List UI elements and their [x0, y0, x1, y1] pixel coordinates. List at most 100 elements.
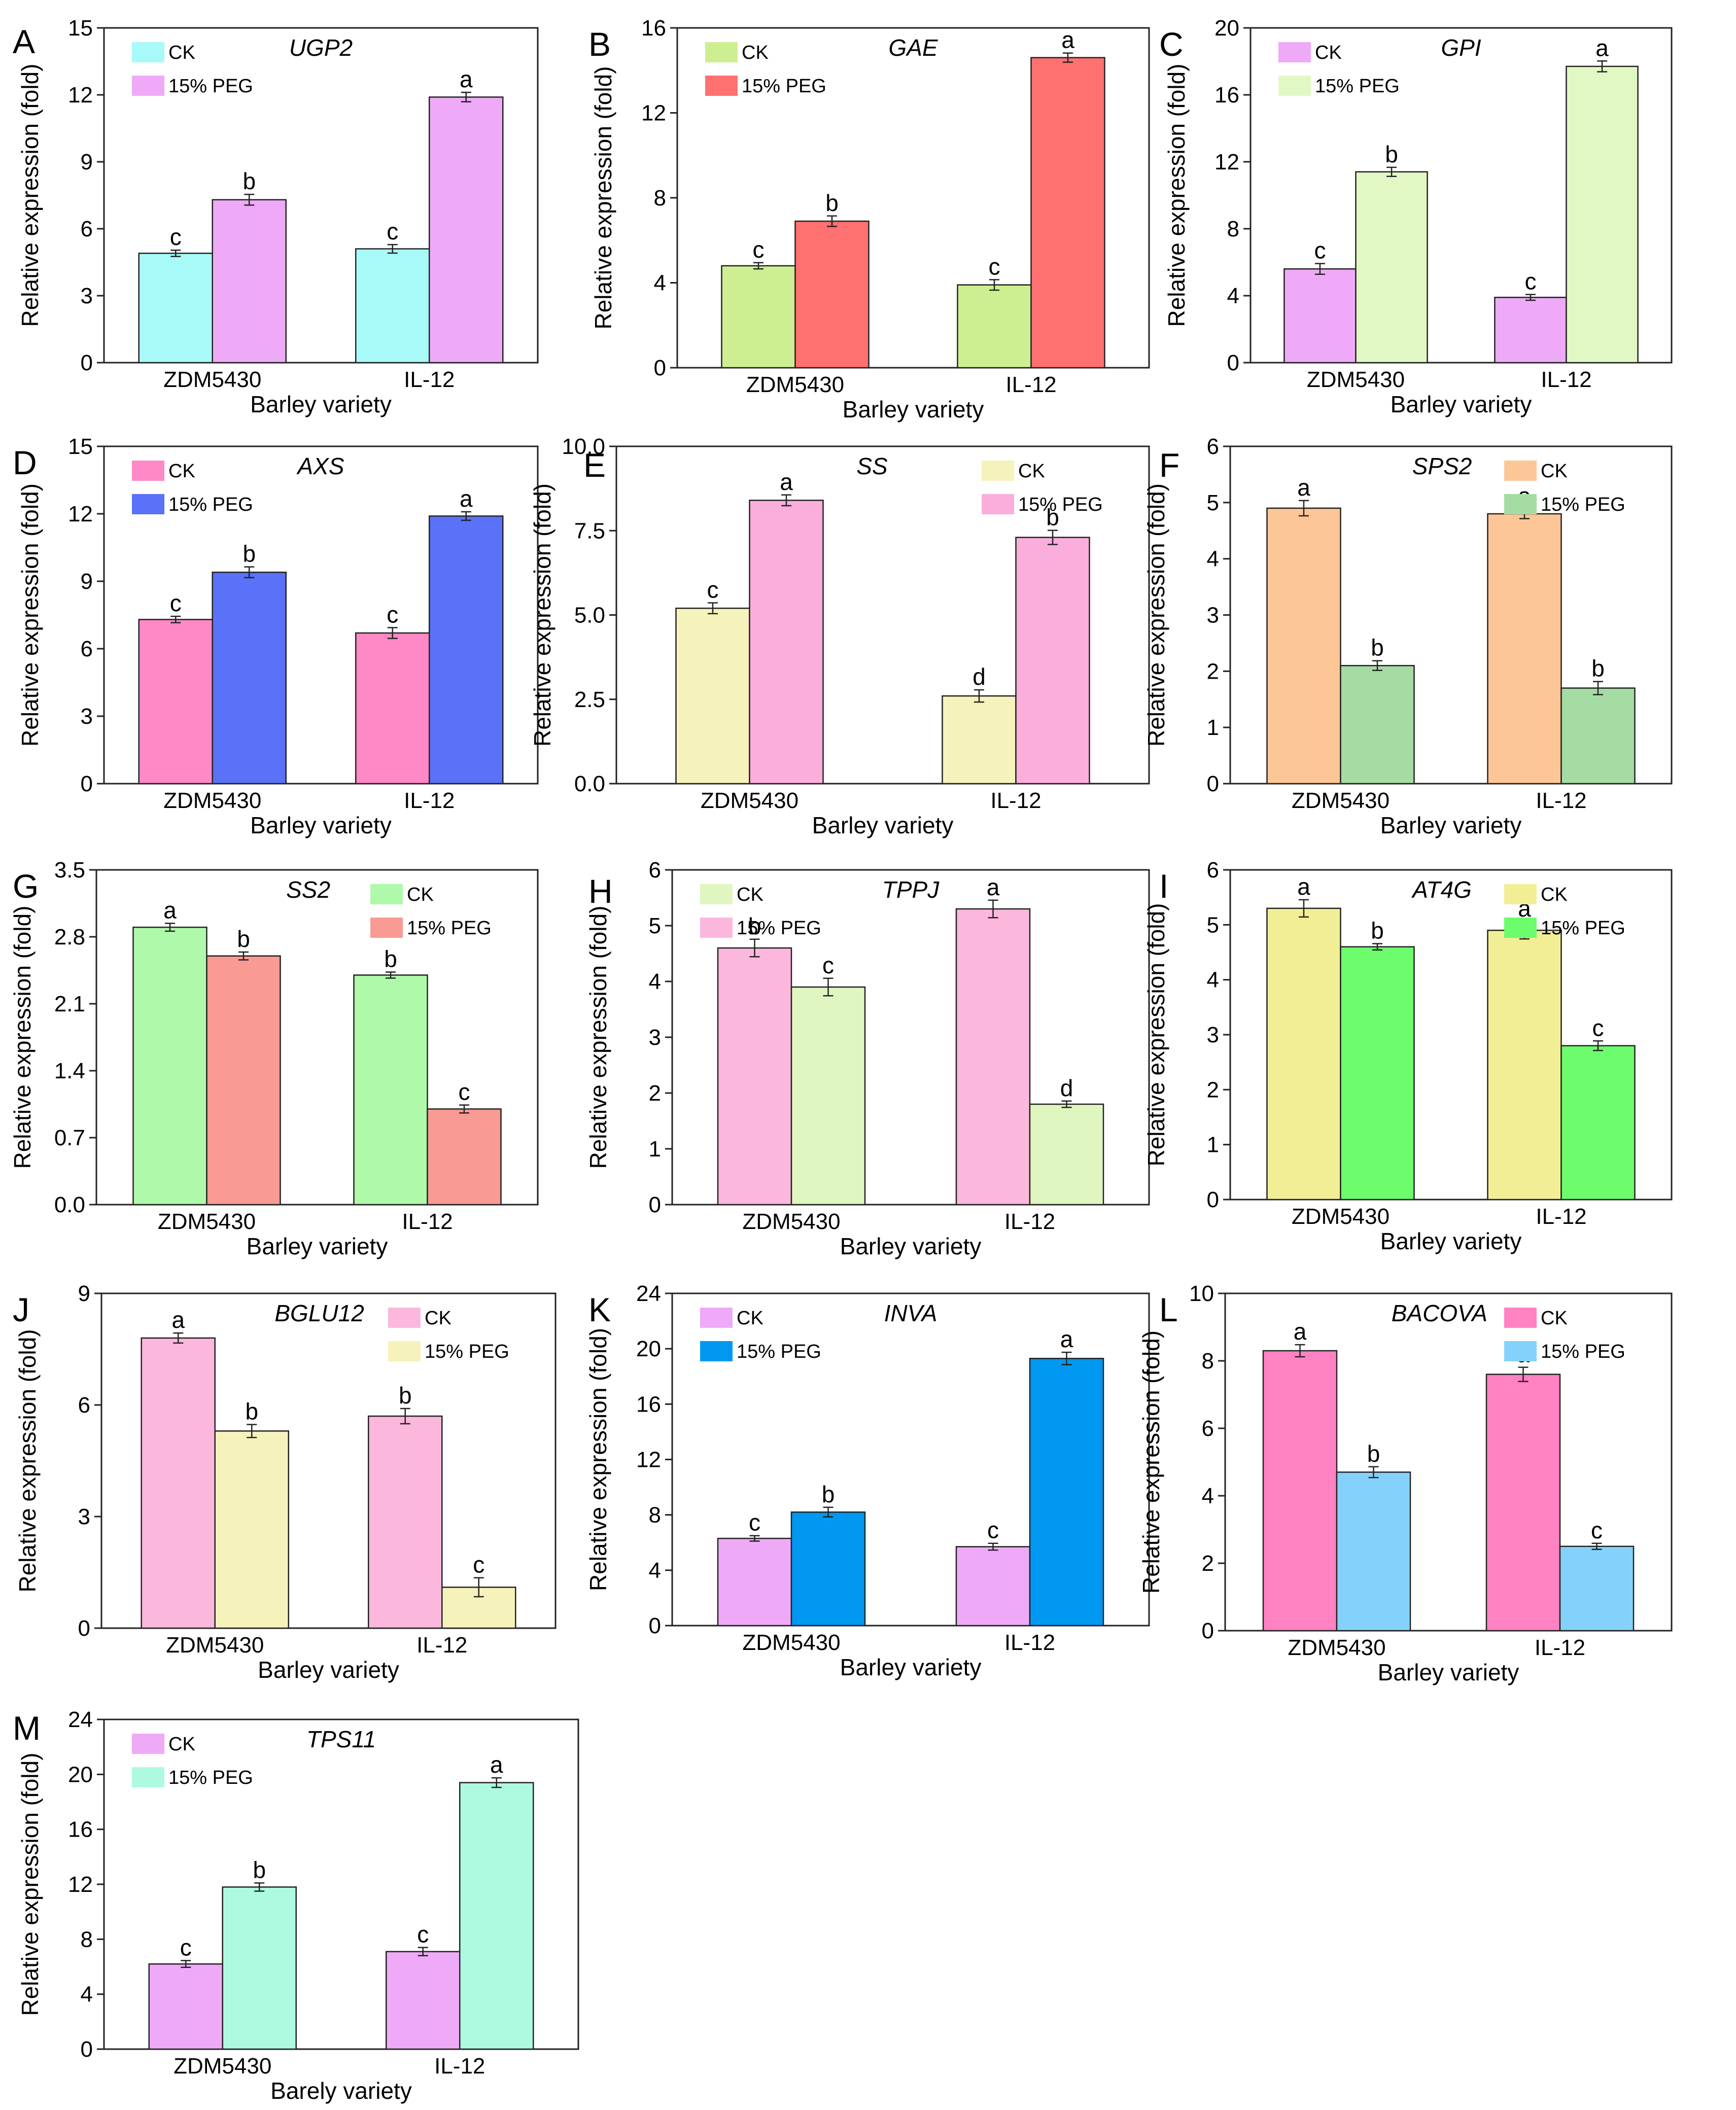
significance-label: c [822, 952, 834, 978]
bar [429, 515, 504, 785]
y-tick-label: 7.5 [574, 518, 605, 543]
plot-frame [95, 869, 539, 1206]
legend-swatch [132, 76, 164, 96]
y-tick-label: 6 [1202, 1416, 1214, 1441]
legend-label: CK [1018, 461, 1045, 482]
significance-label: b [1591, 655, 1605, 682]
x-tick-label: ZDM5430 [1288, 1635, 1385, 1660]
panel-letter: C [1159, 25, 1184, 63]
legend-label: 15% PEG [737, 918, 821, 939]
bar [212, 572, 287, 785]
significance-label: a [1297, 474, 1310, 501]
legend-swatch [132, 1767, 164, 1787]
x-tick-label: ZDM5430 [701, 788, 798, 813]
chart-panel-G: G 0.0 0.7 1.4 2.1 2.8 3.5 Relative expression (… [9, 858, 539, 1259]
x-tick-label: ZDM5430 [746, 372, 844, 397]
y-tick-label: 9 [78, 1281, 90, 1306]
y-tick-label: 1 [649, 1137, 661, 1162]
bar [355, 632, 430, 785]
legend-swatch [132, 42, 164, 62]
significance-label: b [748, 913, 761, 939]
legend-label: 15% PEG [168, 1767, 253, 1788]
x-tick-label: ZDM5430 [163, 367, 261, 392]
y-tick-label: 3 [81, 704, 93, 729]
chart-panel-K: K 0 4 8 12 16 20 24 Relative expression (fold) c b… [585, 1281, 1150, 1680]
y-tick-label: 12 [636, 1448, 661, 1472]
y-tick-label: 0 [81, 2037, 93, 2062]
y-tick-label: 2.1 [54, 992, 85, 1016]
x-axis-title: Barley variety [840, 1654, 982, 1680]
y-tick-label: 0 [1202, 1619, 1214, 1643]
legend-label: 15% PEG [1541, 494, 1625, 515]
y-tick-label: 0 [654, 356, 666, 380]
significance-label: a [163, 897, 177, 923]
significance-label: b [822, 1481, 835, 1507]
legend-label: 15% PEG [168, 76, 253, 97]
x-tick-label: ZDM5430 [173, 2054, 271, 2079]
bar [1029, 1103, 1104, 1206]
y-tick-label: 6 [78, 1393, 90, 1418]
legend-swatch [370, 918, 403, 938]
y-tick-label: 0 [78, 1616, 90, 1641]
y-axis-title: Relative expression (fold) [1143, 903, 1169, 1166]
x-tick-label: ZDM5430 [1292, 788, 1390, 813]
y-tick-label: 2 [1207, 1077, 1219, 1102]
y-axis-title: Relative expression (fold) [14, 1329, 41, 1592]
significance-label: c [1314, 237, 1326, 264]
y-tick-label: 1.4 [54, 1059, 85, 1083]
x-tick-label: IL-12 [1004, 1209, 1055, 1234]
y-tick-label: 3.5 [54, 858, 85, 883]
significance-label: d [973, 663, 986, 690]
y-tick-label: 8 [1202, 1349, 1214, 1374]
legend-label: CK [168, 461, 195, 482]
y-tick-label: 8 [81, 1927, 93, 1952]
y-tick-label: 4 [1207, 968, 1219, 993]
y-tick-label: 0 [649, 1192, 661, 1217]
y-tick-label: 5 [649, 913, 661, 938]
chart-panel-B: B 0 4 8 12 16 Relative expression (fold) c b ZDM5… [588, 16, 1150, 423]
significance-label: b [1046, 504, 1059, 531]
x-tick-label: IL-12 [1535, 1635, 1585, 1660]
significance-label: c [1592, 1014, 1604, 1041]
y-tick-label: 8 [654, 186, 666, 210]
significance-label: a [780, 469, 793, 495]
significance-label: c [707, 577, 719, 603]
y-axis-title: Relative expression (fold) [585, 905, 611, 1169]
panel-letter: J [13, 1291, 29, 1328]
bar [368, 1415, 443, 1629]
x-tick-label: ZDM5430 [163, 788, 261, 813]
bar [955, 1546, 1031, 1627]
bar [717, 947, 792, 1206]
y-tick-label: 2 [1202, 1551, 1214, 1576]
bar [721, 265, 796, 369]
legend-swatch [132, 494, 164, 514]
y-tick-label: 20 [636, 1337, 661, 1361]
x-axis-title: Barley variety [247, 1233, 388, 1259]
legend-label: CK [407, 884, 434, 905]
chart-panel-F: F 0 1 2 3 4 5 6 Relative expression (fold) a b ZDM5… [1143, 434, 1673, 838]
y-tick-label: 9 [81, 569, 93, 594]
bar [749, 500, 824, 785]
significance-label: b [399, 1382, 412, 1409]
legend-label: CK [425, 1308, 452, 1329]
y-tick-label: 16 [68, 1817, 93, 1842]
legend-swatch [705, 42, 738, 62]
x-tick-label: IL-12 [1541, 367, 1591, 392]
significance-label: a [1061, 27, 1074, 53]
bar [429, 96, 504, 364]
significance-label: c [749, 1509, 760, 1536]
panel-letter: E [583, 446, 606, 484]
y-tick-label: 4 [81, 1982, 93, 2007]
legend-label: 15% PEG [1018, 494, 1103, 515]
bar [1266, 907, 1341, 1201]
significance-label: a [171, 1307, 185, 1333]
bar [794, 220, 870, 369]
bar [1485, 1374, 1561, 1632]
y-axis-title: Relative expression (fold) [590, 66, 616, 329]
bar [1015, 537, 1090, 785]
legend-label: 15% PEG [742, 76, 826, 97]
y-tick-label: 0 [649, 1613, 661, 1638]
chart-title: AXS [296, 453, 344, 479]
significance-label: c [180, 1934, 192, 1960]
legend-swatch [982, 494, 1014, 514]
